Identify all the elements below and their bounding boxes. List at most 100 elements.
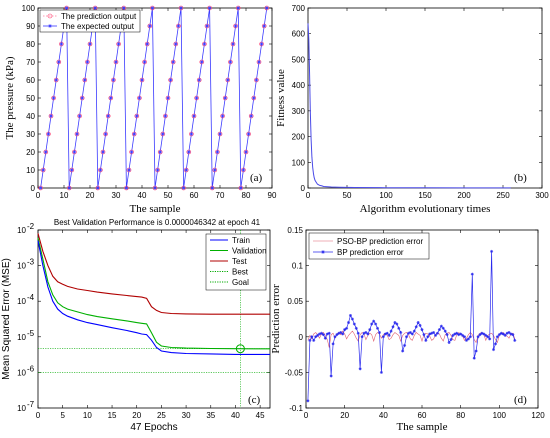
legend-box (205, 233, 267, 291)
point-expected (220, 114, 225, 118)
point-bp (372, 319, 376, 323)
point-prediction (264, 5, 270, 11)
point-expected (205, 24, 209, 28)
point-prediction (230, 41, 236, 47)
point-prediction (124, 185, 129, 191)
series-line-pso-bp (307, 330, 516, 348)
point-expected (155, 168, 160, 172)
y-tick-label: 500 (292, 55, 306, 64)
point-expected (231, 42, 235, 46)
point-prediction (196, 77, 202, 83)
point-bp (455, 331, 459, 335)
point-bp (451, 333, 455, 337)
point-prediction (189, 131, 194, 137)
point-expected (163, 114, 168, 118)
point-prediction (152, 185, 158, 191)
point-prediction (69, 167, 75, 173)
y-tick-label: 100 (22, 4, 36, 13)
point-prediction (186, 149, 192, 155)
point-bp (356, 331, 360, 335)
point-prediction (243, 149, 249, 155)
x-tick-label: 20 (86, 191, 95, 200)
point-prediction (139, 77, 145, 83)
point-bp (389, 329, 393, 333)
x-tick-label: 50 (343, 191, 352, 200)
x-tick-label: 0 (36, 191, 41, 200)
point-expected (150, 6, 155, 10)
y-tick-label: 10 (17, 404, 26, 413)
point-bp (387, 333, 391, 337)
point-expected (70, 168, 74, 172)
point-prediction (108, 95, 114, 101)
point-expected (54, 78, 58, 82)
y-tick-label: 10 (26, 166, 35, 175)
point-expected (106, 114, 110, 118)
point-expected (215, 150, 220, 154)
legend-label-expected: The expected output (61, 22, 135, 31)
point-bp (364, 331, 368, 335)
panel-a-pressure-chart: 0 10 20 30 40 50 60 70 80 90 0 10 20 30 40 50 60 70 80 90 10… (4, 4, 277, 215)
point-expected (184, 168, 188, 172)
point-prediction (233, 23, 238, 29)
y-tick-exponent: -5 (27, 329, 35, 338)
point-bp (484, 333, 488, 337)
point-prediction (147, 23, 153, 29)
x-tick-label: 0 (306, 191, 311, 200)
point-prediction (163, 113, 168, 119)
point-bp (354, 326, 358, 330)
point-expected (116, 42, 121, 46)
x-tick-label: 70 (216, 191, 225, 200)
point-expected (249, 114, 253, 118)
point-expected (124, 186, 129, 190)
y-tick-label: 0 (299, 333, 304, 342)
point-bp (341, 332, 345, 336)
x-tick-label: 300 (535, 191, 549, 200)
point-bp (405, 335, 409, 339)
point-prediction (178, 5, 184, 11)
point-bp (412, 329, 416, 333)
point-expected (111, 78, 116, 82)
point-expected (161, 132, 165, 136)
y-tick-label: 10 (17, 297, 26, 306)
point-expected (194, 96, 199, 100)
chart-title: Best Validation Performance is 0.0000046… (54, 218, 261, 227)
point-expected (98, 168, 103, 172)
point-prediction (220, 113, 225, 119)
point-prediction (170, 59, 176, 65)
y-tick-label: -0.05 (285, 368, 304, 377)
x-tick-label: 60 (418, 411, 427, 420)
point-prediction (79, 95, 85, 101)
y-tick-label: 700 (292, 4, 306, 13)
point-bp (333, 335, 337, 339)
point-bp (319, 331, 323, 335)
panel-label: (d) (514, 394, 527, 406)
y-tick-label: -0.1 (289, 404, 303, 413)
y-tick-label: 0.15 (287, 226, 303, 235)
point-expected (223, 96, 227, 100)
x-axis-label: The sample (129, 203, 180, 215)
point-prediction (168, 77, 173, 83)
point-prediction (111, 77, 116, 83)
y-tick-exponent: -7 (27, 400, 35, 409)
point-bp (426, 335, 430, 339)
y-axis-label: The pressure (kPa) (4, 56, 16, 139)
point-prediction (43, 149, 49, 155)
point-bp (393, 321, 397, 325)
point-expected (207, 6, 212, 10)
x-tick-label: 60 (190, 191, 199, 200)
point-expected (200, 60, 204, 64)
point-prediction (165, 95, 171, 101)
point-expected (51, 96, 56, 100)
point-prediction (98, 167, 103, 173)
point-expected (127, 168, 131, 172)
x-tick-label: 25 (157, 411, 166, 420)
point-bp (368, 328, 372, 332)
point-prediction (46, 131, 51, 137)
point-bp (352, 322, 356, 326)
point-bp (360, 335, 364, 339)
point-prediction (238, 185, 244, 191)
legend-label-test: Test (232, 257, 247, 266)
point-prediction (103, 131, 108, 137)
point-bp (418, 323, 422, 327)
x-tick-label: 40 (138, 191, 147, 200)
